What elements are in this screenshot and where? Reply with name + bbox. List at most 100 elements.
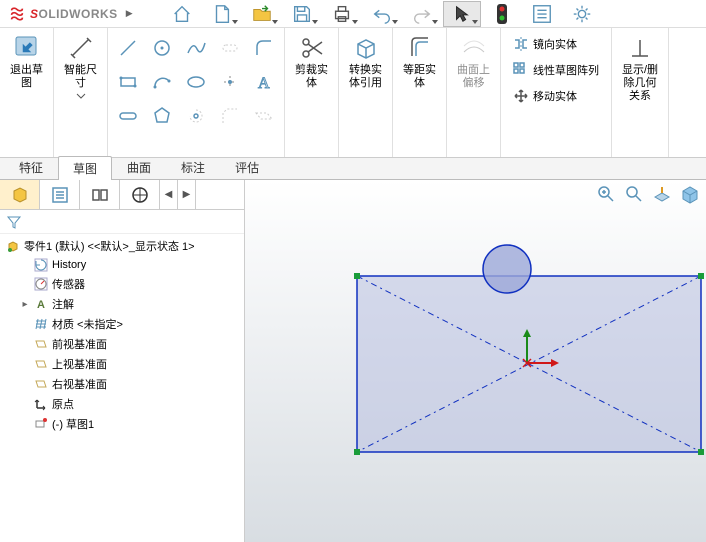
circle-tool[interactable] xyxy=(146,32,178,64)
feature-tree-panel: ◀ ▶ 零件1 (默认) <<默认>_显示状态 1> History 传感器 ▸… xyxy=(0,180,245,542)
smart-dim-label: 智能尺 寸 xyxy=(64,64,97,90)
tree-root[interactable]: 零件1 (默认) <<默认>_显示状态 1> xyxy=(2,236,242,256)
tree-item[interactable]: 上视基准面 xyxy=(2,354,242,374)
display-relations-button[interactable]: 显示/删 除几何 关系 xyxy=(618,32,662,106)
linear-pattern-button[interactable]: 线性草图阵列 xyxy=(511,60,601,80)
app-menu-dropdown-icon[interactable]: ▶ xyxy=(126,8,133,19)
app-logo: SOLIDWORKS ▶ xyxy=(8,5,133,23)
cube-icon xyxy=(352,34,380,62)
sensor-icon xyxy=(34,277,48,291)
polygon-tool[interactable] xyxy=(146,100,178,132)
tree-item[interactable]: ▸ A 注解 xyxy=(2,294,242,314)
smart-dim-icon xyxy=(67,34,95,62)
text-tool[interactable]: A xyxy=(248,66,280,98)
perp-icon xyxy=(626,34,654,62)
tab-features[interactable]: 特征 xyxy=(4,155,58,179)
linear-pattern-label: 线性草图阵列 xyxy=(533,62,599,78)
ribbon-group-dim: 智能尺 寸 xyxy=(54,28,108,157)
chamfer-tool[interactable] xyxy=(214,100,246,132)
ribbon-group-trim: 剪裁实 体 xyxy=(285,28,339,157)
line-tool[interactable] xyxy=(112,32,144,64)
panel-tab-dim[interactable] xyxy=(120,180,160,209)
home-button[interactable] xyxy=(163,1,201,27)
tree-item[interactable]: History xyxy=(2,256,242,274)
save-button[interactable] xyxy=(283,1,321,27)
tree-item[interactable]: 传感器 xyxy=(2,274,242,294)
tab-annotate[interactable]: 标注 xyxy=(166,155,220,179)
tree-item[interactable]: 前视基准面 xyxy=(2,334,242,354)
tree-item-label: 原点 xyxy=(52,396,74,412)
move-entities-button[interactable]: 移动实体 xyxy=(511,86,601,106)
titlebar: SOLIDWORKS ▶ xyxy=(0,0,706,28)
tree-item-label: 右视基准面 xyxy=(52,376,107,392)
surface-offset-icon xyxy=(460,34,488,62)
panel-nav-left[interactable]: ◀ xyxy=(160,180,178,209)
perimeter-circle-tool[interactable] xyxy=(180,100,212,132)
slot-tool[interactable] xyxy=(214,32,246,64)
convert-entities-button[interactable]: 转换实 体引用 xyxy=(345,32,386,92)
svg-text:A: A xyxy=(37,299,45,311)
open-doc-button[interactable] xyxy=(243,1,281,27)
spline-tool[interactable] xyxy=(180,32,212,64)
ribbon-group-display: 显示/删 除几何 关系 xyxy=(612,28,669,157)
settings-gear-button[interactable] xyxy=(563,1,601,27)
redo-button[interactable] xyxy=(403,1,441,27)
ribbon: 退出草 图 智能尺 寸 A 剪裁实 xyxy=(0,28,706,158)
plane-tool[interactable] xyxy=(248,100,280,132)
panel-tabs: ◀ ▶ xyxy=(0,180,244,210)
traffic-light-icon[interactable] xyxy=(483,1,521,27)
tree-item[interactable]: 右视基准面 xyxy=(2,374,242,394)
arc-tool[interactable] xyxy=(146,66,178,98)
select-button[interactable] xyxy=(443,1,481,27)
panel-tab-feature-tree[interactable] xyxy=(0,180,40,209)
ribbon-group-exit: 退出草 图 xyxy=(0,28,54,157)
plane-icon xyxy=(34,337,48,351)
ribbon-group-convert: 转换实 体引用 xyxy=(339,28,393,157)
undo-button[interactable] xyxy=(363,1,401,27)
tab-sketch[interactable]: 草图 xyxy=(58,156,112,180)
expand-icon[interactable]: ▸ xyxy=(20,299,30,310)
tab-surface[interactable]: 曲面 xyxy=(112,155,166,179)
surface-offset-button[interactable]: 曲面上 偏移 xyxy=(453,32,494,92)
exit-sketch-button[interactable]: 退出草 图 xyxy=(6,32,47,92)
exit-sketch-icon xyxy=(13,34,41,62)
workspace: ◀ ▶ 零件1 (默认) <<默认>_显示状态 1> History 传感器 ▸… xyxy=(0,180,706,542)
new-doc-button[interactable] xyxy=(203,1,241,27)
tree-item[interactable]: 原点 xyxy=(2,394,242,414)
material-icon xyxy=(34,317,48,331)
mirror-icon xyxy=(513,36,529,52)
point-tool[interactable] xyxy=(214,66,246,98)
convert-label: 转换实 体引用 xyxy=(349,64,382,90)
ellipse-tool[interactable] xyxy=(180,66,212,98)
ribbon-group-sketch-tools: A xyxy=(108,28,285,157)
ribbon-group-modify: 镜向实体 线性草图阵列 移动实体 xyxy=(501,28,612,157)
panel-tab-property[interactable] xyxy=(40,180,80,209)
chevron-down-icon[interactable] xyxy=(76,92,86,100)
panel-nav-right[interactable]: ▶ xyxy=(178,180,196,209)
offset-entities-button[interactable]: 等距实 体 xyxy=(399,32,440,92)
panel-tab-config[interactable] xyxy=(80,180,120,209)
straight-slot-tool[interactable] xyxy=(112,100,144,132)
print-button[interactable] xyxy=(323,1,361,27)
tree-item-label: History xyxy=(52,259,86,271)
plane-icon xyxy=(34,377,48,391)
feature-tree: 零件1 (默认) <<默认>_显示状态 1> History 传感器 ▸ A 注… xyxy=(0,234,244,542)
mirror-entities-button[interactable]: 镜向实体 xyxy=(511,34,601,54)
options-list-button[interactable] xyxy=(523,1,561,27)
app-title: SOLIDWORKS xyxy=(30,7,118,21)
tree-item-label: 上视基准面 xyxy=(52,356,107,372)
viewport[interactable] xyxy=(245,180,706,542)
trim-entities-button[interactable]: 剪裁实 体 xyxy=(291,32,332,92)
rectangle-tool[interactable] xyxy=(112,66,144,98)
tree-root-label: 零件1 (默认) <<默认>_显示状态 1> xyxy=(24,238,195,254)
tab-evaluate[interactable]: 评估 xyxy=(220,155,274,179)
fillet-tool[interactable] xyxy=(248,32,280,64)
surface-offset-label: 曲面上 偏移 xyxy=(457,64,490,90)
smart-dimension-button[interactable]: 智能尺 寸 xyxy=(60,32,101,92)
svg-text:A: A xyxy=(258,75,270,92)
tree-item-label: 注解 xyxy=(52,296,74,312)
part-icon xyxy=(6,239,20,253)
tree-item[interactable]: (-) 草图1 xyxy=(2,414,242,434)
tree-item[interactable]: 材质 <未指定> xyxy=(2,314,242,334)
funnel-icon[interactable] xyxy=(6,214,22,230)
